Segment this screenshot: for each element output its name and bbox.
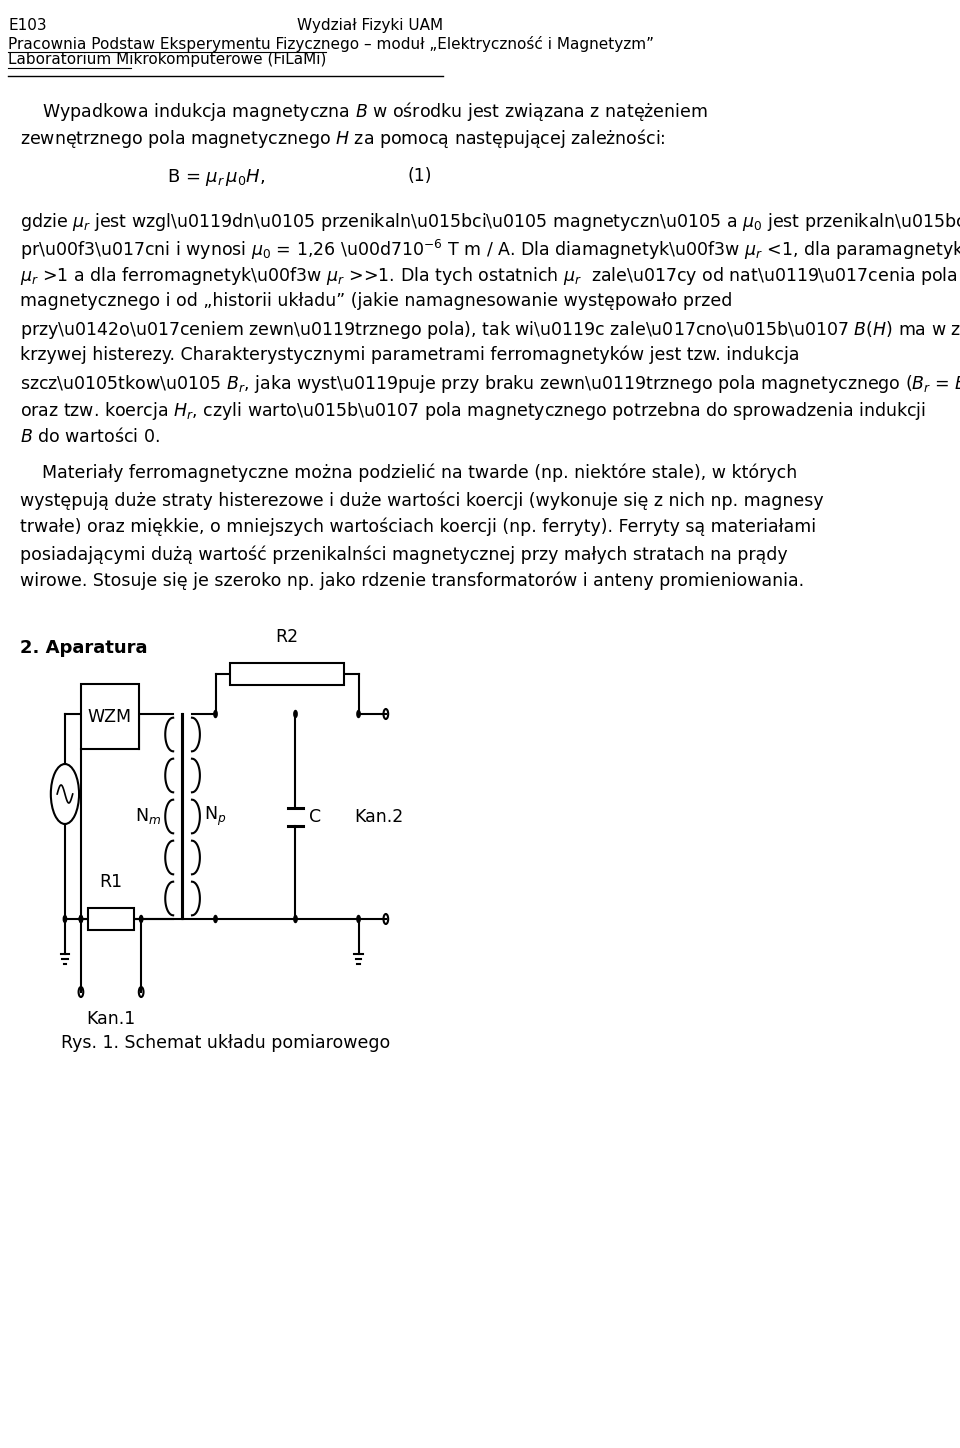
Text: E103: E103 [9,17,47,33]
Text: $\mu_r$ >1 a dla ferromagnetyk\u00f3w $\mu_r$ >>1. Dla tych ostatnich $\mu_r$  z: $\mu_r$ >1 a dla ferromagnetyk\u00f3w $\… [20,265,957,287]
Text: oraz tzw. koercja $H_r$, czyli warto\u015b\u0107 pola magnetycznego potrzebna do: oraz tzw. koercja $H_r$, czyli warto\u01… [20,400,925,421]
Text: R1: R1 [100,873,123,891]
Circle shape [214,915,217,922]
Text: Pracownia Podstaw Eksperymentu Fizycznego – moduł „Elektryczność i Magnetyzm”: Pracownia Podstaw Eksperymentu Fizyczneg… [9,36,655,52]
Circle shape [294,711,298,718]
Text: Wydział Fizyki UAM: Wydział Fizyki UAM [298,17,444,33]
Text: trwałe) oraz miękkie, o mniejszych wartościach koercji (np. ferryty). Ferryty są: trwałe) oraz miękkie, o mniejszych warto… [20,518,816,537]
Text: B = $\mu_r\,\mu_0 H$,: B = $\mu_r\,\mu_0 H$, [167,167,266,188]
Text: krzywej histerezy. Charakterystycznymi parametrami ferromagnetyków jest tzw. ind: krzywej histerezy. Charakterystycznymi p… [20,346,800,365]
Text: (1): (1) [407,167,432,185]
Circle shape [357,915,360,922]
Text: zewnętrznego pola magnetycznego $H$ za pomocą następującej zależności:: zewnętrznego pola magnetycznego $H$ za p… [20,127,665,151]
Text: Kan.2: Kan.2 [354,808,404,825]
Text: Materiały ferromagnetyczne można podzielić na twarde (np. niektóre stale), w któ: Materiały ferromagnetyczne można podziel… [20,463,797,482]
Bar [88,908,134,930]
Text: przy\u0142o\u017ceniem zewn\u0119trznego pola), tak wi\u0119c zale\u017cno\u015b: przy\u0142o\u017ceniem zewn\u0119trznego… [20,319,960,340]
Text: N$_p$: N$_p$ [204,805,226,828]
Circle shape [80,915,83,922]
Text: Laboratorium Mikrokomputerowe (FiLaMi): Laboratorium Mikrokomputerowe (FiLaMi) [9,52,326,67]
Text: R2: R2 [276,628,299,646]
Text: wirowe. Stosuje się je szeroko np. jako rdzenie transformatorów i anteny promien: wirowe. Stosuje się je szeroko np. jako … [20,572,804,591]
Circle shape [80,915,83,922]
Text: Rys. 1. Schemat układu pomiarowego: Rys. 1. Schemat układu pomiarowego [61,1034,391,1053]
Text: pr\u00f3\u017cni i wynosi $\mu_0$ = 1,26 \u00d710$^{-6}$ T m / A. Dla diamagnety: pr\u00f3\u017cni i wynosi $\mu_0$ = 1,26… [20,237,960,262]
Circle shape [139,915,143,922]
Circle shape [63,915,66,922]
Text: N$_m$: N$_m$ [135,807,161,827]
Text: magnetycznego i od „historii układu” (jakie namagnesowanie występowało przed: magnetycznego i od „historii układu” (ja… [20,292,732,310]
Text: Wypadkowa indukcja magnetyczna $B$ w ośrodku jest związana z natężeniem: Wypadkowa indukcja magnetyczna $B$ w ośr… [20,100,708,123]
Text: $B$ do wartości 0.: $B$ do wartości 0. [20,427,159,446]
Text: 2. Aparatura: 2. Aparatura [20,639,147,657]
Circle shape [357,711,360,718]
Text: gdzie $\mu_r$ jest wzgl\u0119dn\u0105 przenikaln\u015bci\u0105 magnetyczn\u0105 : gdzie $\mu_r$ jest wzgl\u0119dn\u0105 pr… [20,211,960,233]
Bar [229,663,345,685]
Text: Kan.1: Kan.1 [86,1011,135,1028]
Circle shape [294,915,298,922]
Text: występują duże straty histerezowe i duże wartości koercji (wykonuje się z nich n: występują duże straty histerezowe i duże… [20,491,824,510]
Text: C: C [309,808,321,825]
Text: WZM: WZM [87,708,132,725]
Circle shape [214,711,217,718]
Text: posiadającymi dużą wartość przenikalnści magnetycznej przy małych stratach na pr: posiadającymi dużą wartość przenikalnści… [20,544,787,563]
Text: szcz\u0105tkow\u0105 $B_r$, jaka wyst\u0119puje przy braku zewn\u0119trznego pol: szcz\u0105tkow\u0105 $B_r$, jaka wyst\u0… [20,374,960,395]
Bar [81,683,139,749]
